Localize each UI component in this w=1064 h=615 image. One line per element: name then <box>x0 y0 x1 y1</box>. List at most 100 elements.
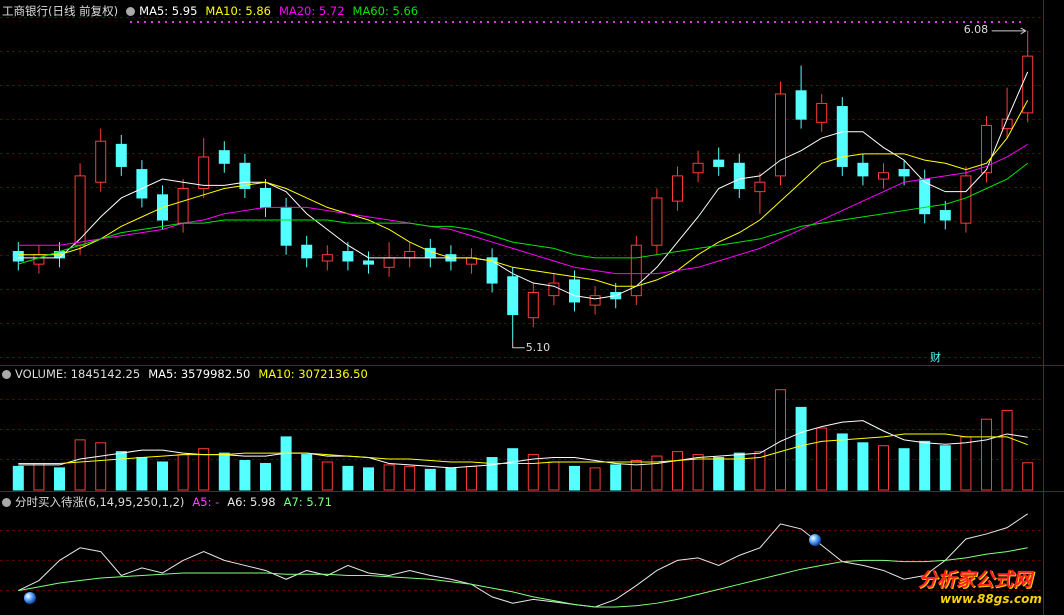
event-dot <box>928 21 930 23</box>
event-dot <box>130 21 132 23</box>
event-dot <box>795 21 797 23</box>
signal-ball <box>24 592 36 604</box>
candle-body <box>713 159 725 167</box>
event-dot <box>865 21 867 23</box>
indicator-line <box>18 420 1028 469</box>
event-dot <box>655 21 657 23</box>
watermark-title: 分析家公式网 <box>918 569 1033 591</box>
event-dot <box>683 21 685 23</box>
event-dot <box>235 21 237 23</box>
event-dot <box>571 21 573 23</box>
event-dot <box>984 21 986 23</box>
legend: MA5: 3579982.50 MA10: 3072136.50 <box>148 367 368 381</box>
event-dot <box>998 21 1000 23</box>
event-dot <box>487 21 489 23</box>
candle-body <box>342 251 354 262</box>
volume-bar <box>527 454 539 491</box>
volume-bar <box>115 451 127 491</box>
event-dot <box>291 21 293 23</box>
indicator-line <box>18 433 1028 464</box>
event-dot <box>543 21 545 23</box>
event-dot <box>382 21 384 23</box>
event-dot <box>1005 21 1007 23</box>
event-dot <box>872 21 874 23</box>
event-dot <box>942 21 944 23</box>
candle-body <box>651 197 663 246</box>
event-dot <box>879 21 881 23</box>
candle-body <box>672 175 683 202</box>
volume-bar <box>960 436 972 491</box>
legend-item: MA20: 5.72 <box>278 4 345 18</box>
volume-bar <box>733 452 745 491</box>
event-dot <box>627 21 629 23</box>
candle-body <box>569 279 580 303</box>
event-dot <box>515 21 517 23</box>
volume-bar <box>321 461 333 491</box>
candle-body <box>630 244 642 297</box>
menu-icon[interactable] <box>126 6 136 16</box>
event-dot <box>767 21 769 23</box>
legend-item: A7: 5.71 <box>283 495 332 509</box>
volume-bar <box>342 465 354 491</box>
candle-body <box>898 169 910 177</box>
menu-icon[interactable] <box>2 369 11 379</box>
event-dot <box>529 21 531 23</box>
candle-body <box>280 206 292 246</box>
volume-bar <box>507 448 519 491</box>
event-dot <box>669 21 671 23</box>
volume-header: VOLUME: 1845142.25 MA5: 3579982.50 MA10: … <box>2 367 368 381</box>
volume-bar <box>445 467 457 491</box>
event-dot <box>501 21 503 23</box>
event-dot <box>900 21 902 23</box>
event-dot <box>963 21 965 23</box>
volume-bar <box>1022 462 1034 491</box>
volume-bar <box>898 448 910 491</box>
event-dot <box>837 21 839 23</box>
event-dot <box>375 21 377 23</box>
event-dot <box>403 21 405 23</box>
volume-bar <box>177 454 189 491</box>
event-dot <box>1019 21 1021 23</box>
volume-bar <box>33 462 45 491</box>
candle-body <box>1022 55 1034 114</box>
candle-body <box>95 140 107 183</box>
event-dot <box>368 21 370 23</box>
volume-bar <box>610 464 622 491</box>
event-dot <box>613 21 615 23</box>
event-dot <box>466 21 468 23</box>
event-dot <box>725 21 727 23</box>
event-dot <box>277 21 279 23</box>
low-pointer <box>512 339 525 349</box>
event-dot <box>144 21 146 23</box>
event-dot <box>760 21 762 23</box>
candle-body <box>404 251 416 259</box>
event-dot <box>823 21 825 23</box>
volume-label: VOLUME: 1845142.25 <box>15 367 141 381</box>
volume-bar <box>404 465 416 491</box>
event-dot <box>298 21 300 23</box>
event-dot <box>753 21 755 23</box>
event-dot <box>410 21 412 23</box>
candle-body <box>507 276 519 316</box>
event-dot <box>949 21 951 23</box>
event-dot <box>620 21 622 23</box>
volume-bar <box>74 439 86 491</box>
candle-body <box>486 257 498 284</box>
event-dot <box>151 21 153 23</box>
chart-title: 工商银行(日线 前复权) <box>2 4 119 18</box>
event-dot <box>893 21 895 23</box>
event-label: 财 <box>930 351 941 364</box>
candle-body <box>383 257 395 268</box>
event-dot <box>851 21 853 23</box>
event-dot <box>781 21 783 23</box>
menu-icon[interactable] <box>2 497 11 507</box>
legend-item: MA5: 3579982.50 <box>148 367 251 381</box>
event-dot <box>557 21 559 23</box>
candle-body <box>218 150 230 164</box>
event-dot <box>970 21 972 23</box>
volume-bar <box>157 461 168 491</box>
volume-bar <box>692 454 704 491</box>
event-dot <box>165 21 167 23</box>
event-dot <box>326 21 328 23</box>
legend: MA5: 5.95 MA10: 5.86 MA20: 5.72 MA60: 5.66 <box>139 4 418 18</box>
